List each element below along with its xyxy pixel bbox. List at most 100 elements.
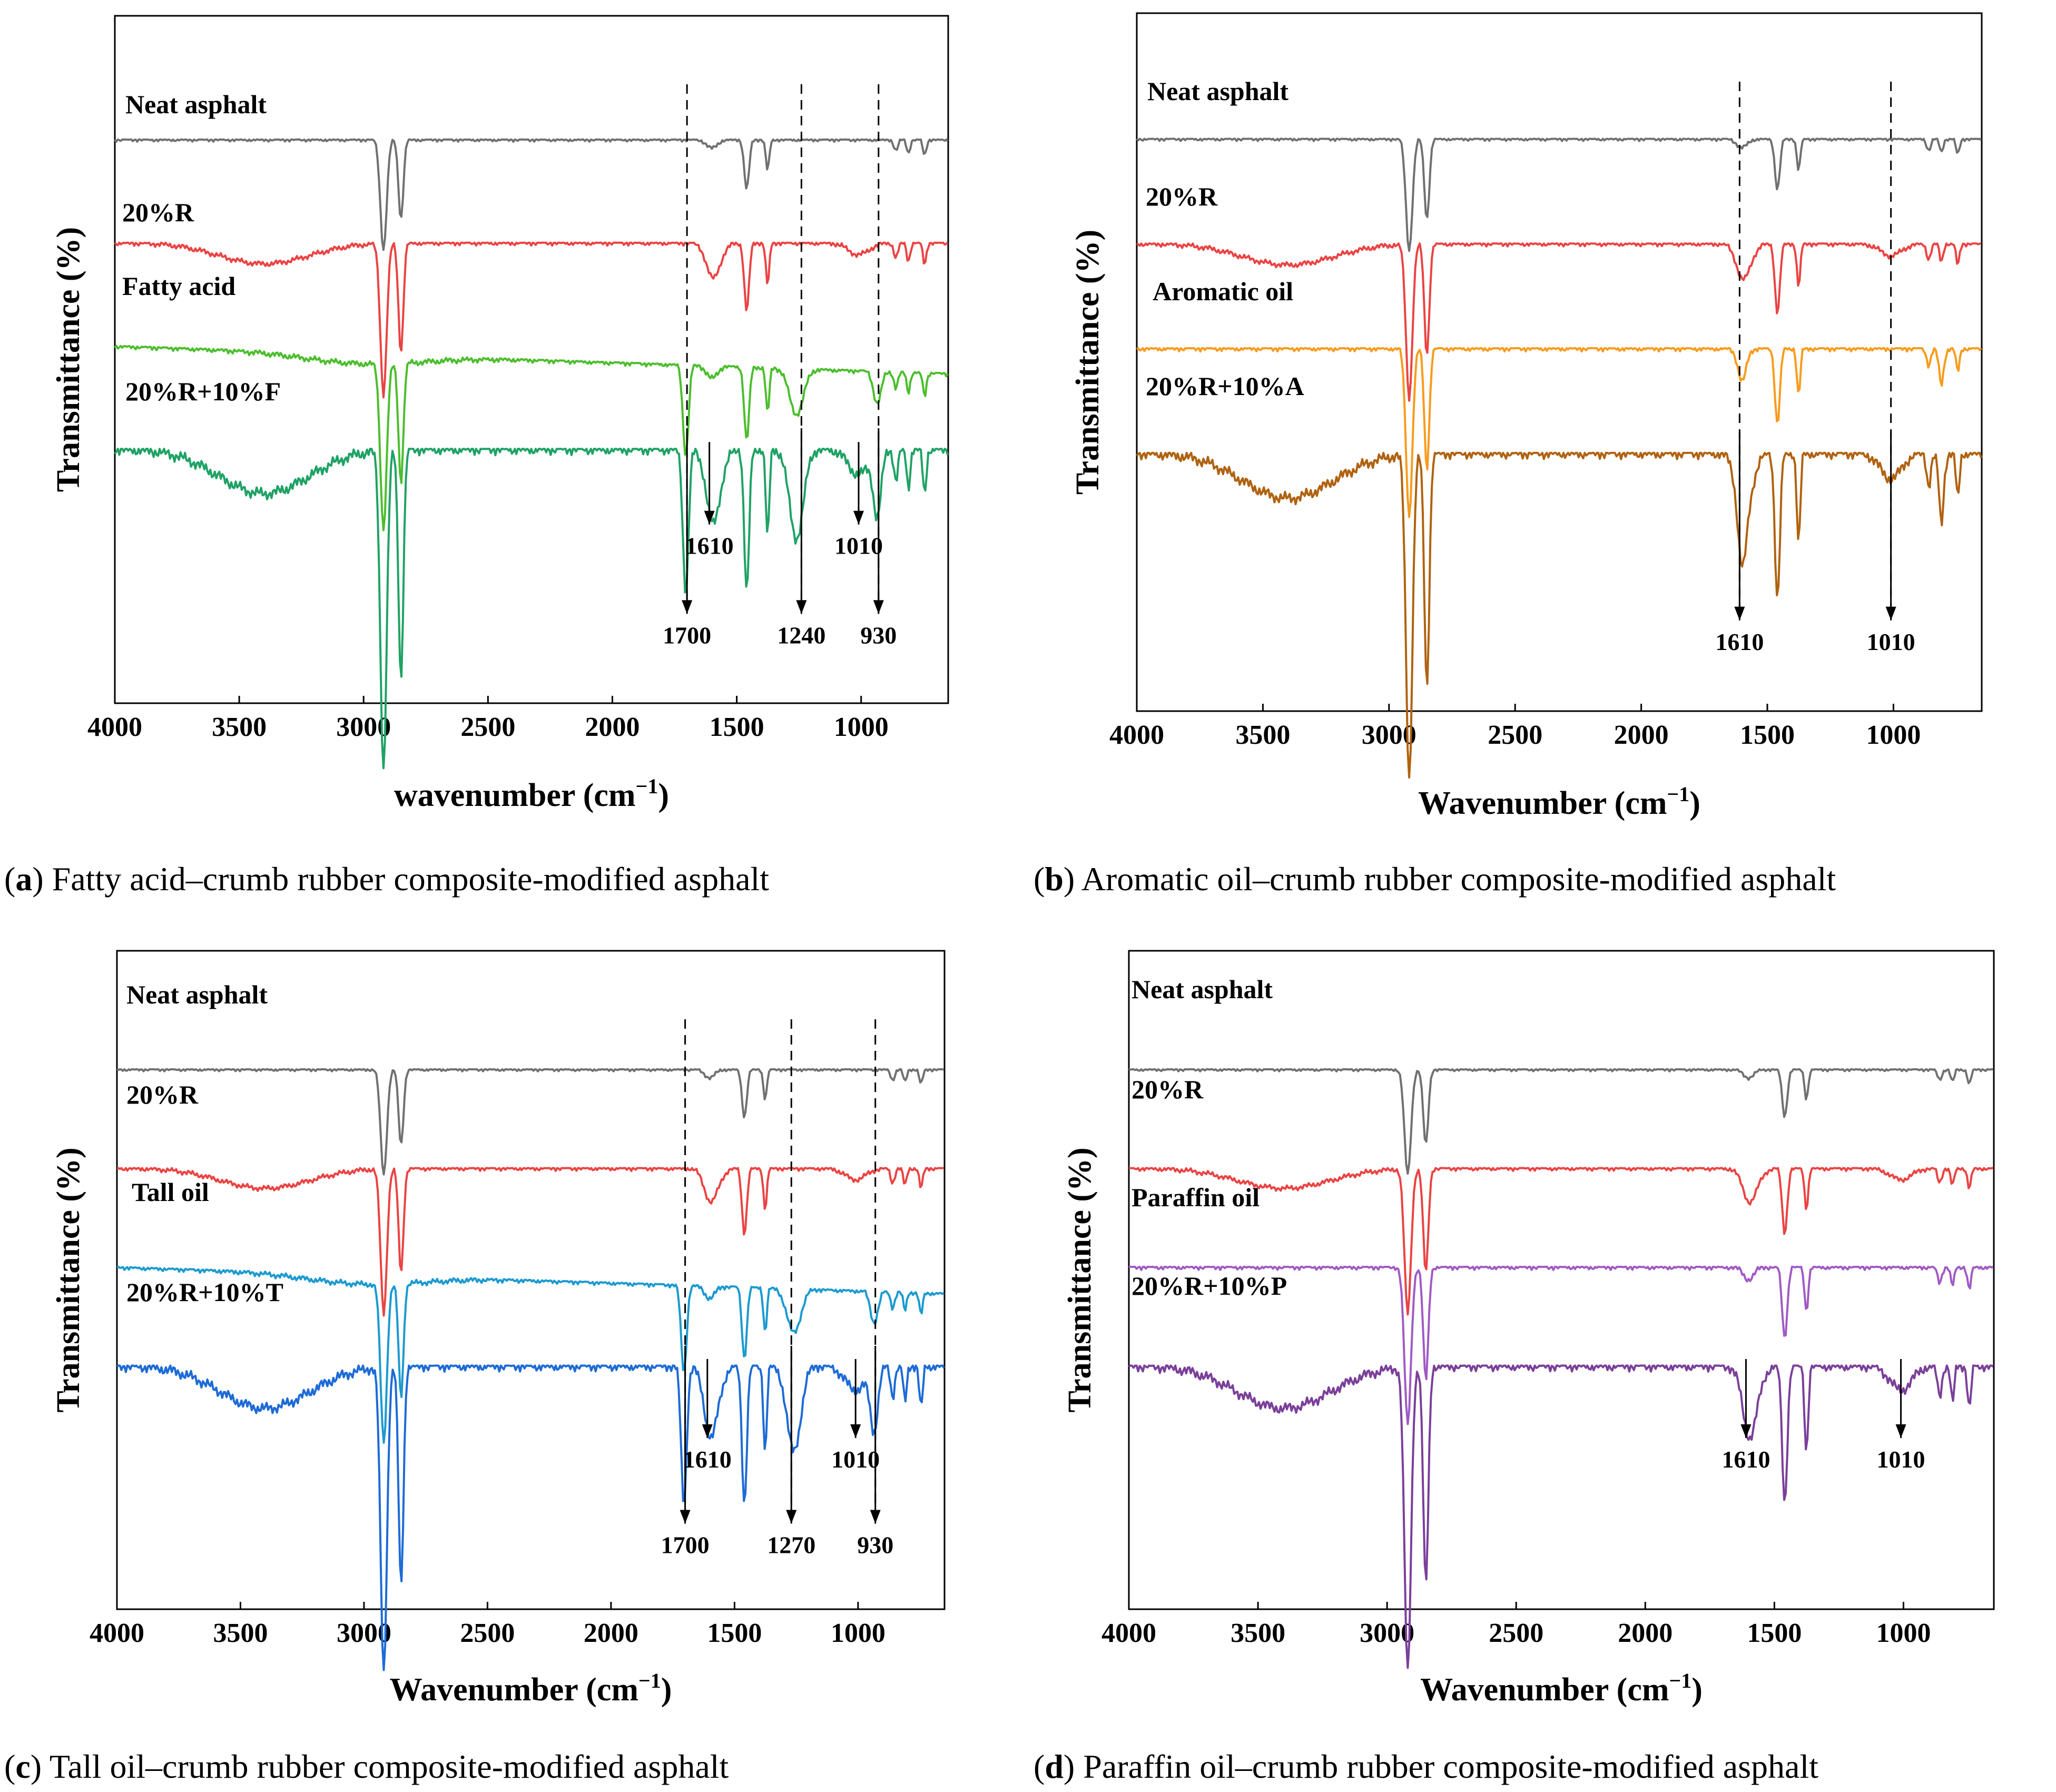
series-label-2: 20%R <box>122 198 194 227</box>
series-line-4 <box>116 1364 945 1671</box>
annotation-label: 1610 <box>1721 1446 1770 1473</box>
x-tick-label: 1000 <box>831 1618 886 1648</box>
y-axis-label: Transmittance (%) <box>1062 1147 1098 1412</box>
x-tick-label: 4000 <box>87 712 142 742</box>
x-tick-label: 1500 <box>1740 720 1795 750</box>
series-line-4 <box>114 448 949 770</box>
series-line-4 <box>1136 451 1982 779</box>
series-label-2: 20%R <box>126 1080 199 1109</box>
annotation-label: 1610 <box>685 533 734 559</box>
annotation-arrowhead <box>870 1510 881 1524</box>
annotation-label: 1610 <box>1715 628 1764 655</box>
annotation-arrowhead <box>796 600 807 614</box>
series-label-4: 20%R+10%P <box>1132 1271 1287 1301</box>
x-tick-label: 2000 <box>585 712 640 742</box>
series-label-2: 20%R <box>1146 182 1218 211</box>
annotation-label: 1610 <box>683 1446 732 1473</box>
annotation-label: 1010 <box>834 533 883 559</box>
annotation-label: 1270 <box>767 1532 815 1559</box>
x-tick-label: 1000 <box>834 712 889 742</box>
annotation-arrowhead <box>1740 1424 1752 1438</box>
series-label-3: Tall oil <box>132 1177 209 1207</box>
panel-a: 4000 3500 3000 2500 2000 1500 1000Transmittanc… <box>4 15 949 898</box>
annotation-arrowhead <box>1885 606 1896 621</box>
series-label-1: Neat asphalt <box>1147 76 1288 106</box>
series-line-3 <box>114 344 949 531</box>
series-line-1 <box>1136 137 1982 252</box>
annotation-arrowhead <box>786 1510 797 1524</box>
panel-caption: (a) Fatty acid–crumb rubber composite-mo… <box>4 860 769 898</box>
x-tick-label: 1500 <box>707 1618 762 1648</box>
x-tick-label: 2000 <box>1614 720 1669 750</box>
plot-frame <box>1136 12 1983 712</box>
x-tick-label: 2500 <box>1488 720 1542 750</box>
annotation-label: 1240 <box>777 622 825 648</box>
y-axis-label: Transmittance (%) <box>1070 230 1106 495</box>
x-tick-label: 2000 <box>584 1618 638 1648</box>
annotation-arrowhead <box>704 510 715 525</box>
annotation-arrowhead <box>853 510 864 525</box>
y-axis-label: Transmittance (%) <box>51 1147 86 1412</box>
series-label-1: Neat asphalt <box>126 980 268 1009</box>
annotation-arrowhead <box>850 1424 861 1438</box>
panel-caption: (b) Aromatic oil–crumb rubber composite-… <box>1034 860 1836 898</box>
annotation-arrowhead <box>702 1424 713 1438</box>
series-line-3 <box>116 1266 945 1444</box>
series-line-3 <box>1128 1266 1994 1425</box>
series-label-3: Aromatic oil <box>1153 277 1293 306</box>
series-line-2 <box>1136 242 1982 402</box>
annotation-label: 1700 <box>661 1532 710 1559</box>
x-tick-label: 2500 <box>1489 1618 1543 1648</box>
annotation-arrowhead <box>1895 1424 1906 1438</box>
series-label-1: Neat asphalt <box>1132 974 1273 1004</box>
series-label-4: 20%R+10%A <box>1146 371 1304 401</box>
annotation-label: 1010 <box>1867 628 1915 655</box>
series-line-2 <box>117 1167 945 1317</box>
x-tick-label: 1000 <box>1876 1618 1931 1648</box>
x-axis-label: Wavenumber (cm−1) <box>1420 1669 1703 1708</box>
x-tick-label: 2500 <box>460 712 515 742</box>
series-line-1 <box>1128 1068 1993 1175</box>
series-line-2 <box>114 241 949 399</box>
annotation-arrowhead <box>873 600 884 614</box>
x-tick-label: 2000 <box>1618 1618 1673 1648</box>
annotation-arrowhead <box>682 600 693 614</box>
x-tick-label: 1500 <box>1747 1618 1802 1648</box>
series-line-2 <box>1129 1167 1993 1316</box>
x-axis-label: wavenumber (cm−1) <box>394 774 669 813</box>
annotation-arrowhead <box>680 1510 691 1524</box>
y-axis-label: Transmittance (%) <box>51 227 86 492</box>
series-label-4: 20%R+10%F <box>125 377 281 406</box>
series-label-2: 20%R <box>1132 1075 1204 1104</box>
x-axis-label: Wavenumber (cm−1) <box>390 1669 672 1708</box>
x-tick-label: 1500 <box>710 712 764 742</box>
x-tick-label: 4000 <box>1101 1618 1156 1648</box>
series-label-1: Neat asphalt <box>125 90 267 119</box>
panel-c: 4000 3500 3000 2500 2000 1500 1000Transmittanc… <box>4 950 946 1785</box>
annotation-label: 1010 <box>1877 1446 1925 1473</box>
annotation-label: 1700 <box>663 622 711 648</box>
annotation-label: 930 <box>857 1532 893 1559</box>
annotation-label: 930 <box>860 622 897 648</box>
x-tick-label: 3500 <box>1235 720 1290 750</box>
plot-frame <box>116 950 946 1610</box>
panel-b: 4000 3500 3000 2500 2000 1500 1000Transmittanc… <box>1034 12 1983 898</box>
series-line-1 <box>114 138 949 251</box>
x-tick-label: 3500 <box>213 1618 268 1648</box>
panel-d: 4000 3500 3000 2500 2000 1500 1000Transmittanc… <box>1034 950 1995 1785</box>
panel-caption: (d) Paraffin oil–crumb rubber composite-… <box>1034 1748 1818 1785</box>
x-tick-label: 2500 <box>460 1618 515 1648</box>
series-label-3: Fatty acid <box>122 271 235 301</box>
annotation-arrowhead <box>1734 606 1745 621</box>
x-tick-label: 3500 <box>212 712 267 742</box>
x-tick-label: 3500 <box>1231 1618 1285 1648</box>
series-line-1 <box>116 1068 945 1176</box>
x-tick-label: 1000 <box>1866 720 1921 750</box>
annotation-label: 1010 <box>831 1446 880 1473</box>
series-label-4: 20%R+10%T <box>126 1277 283 1307</box>
series-line-3 <box>1136 347 1982 518</box>
x-tick-label: 4000 <box>90 1618 144 1648</box>
series-line-4 <box>1128 1364 1994 1669</box>
plot-frame <box>114 15 949 704</box>
